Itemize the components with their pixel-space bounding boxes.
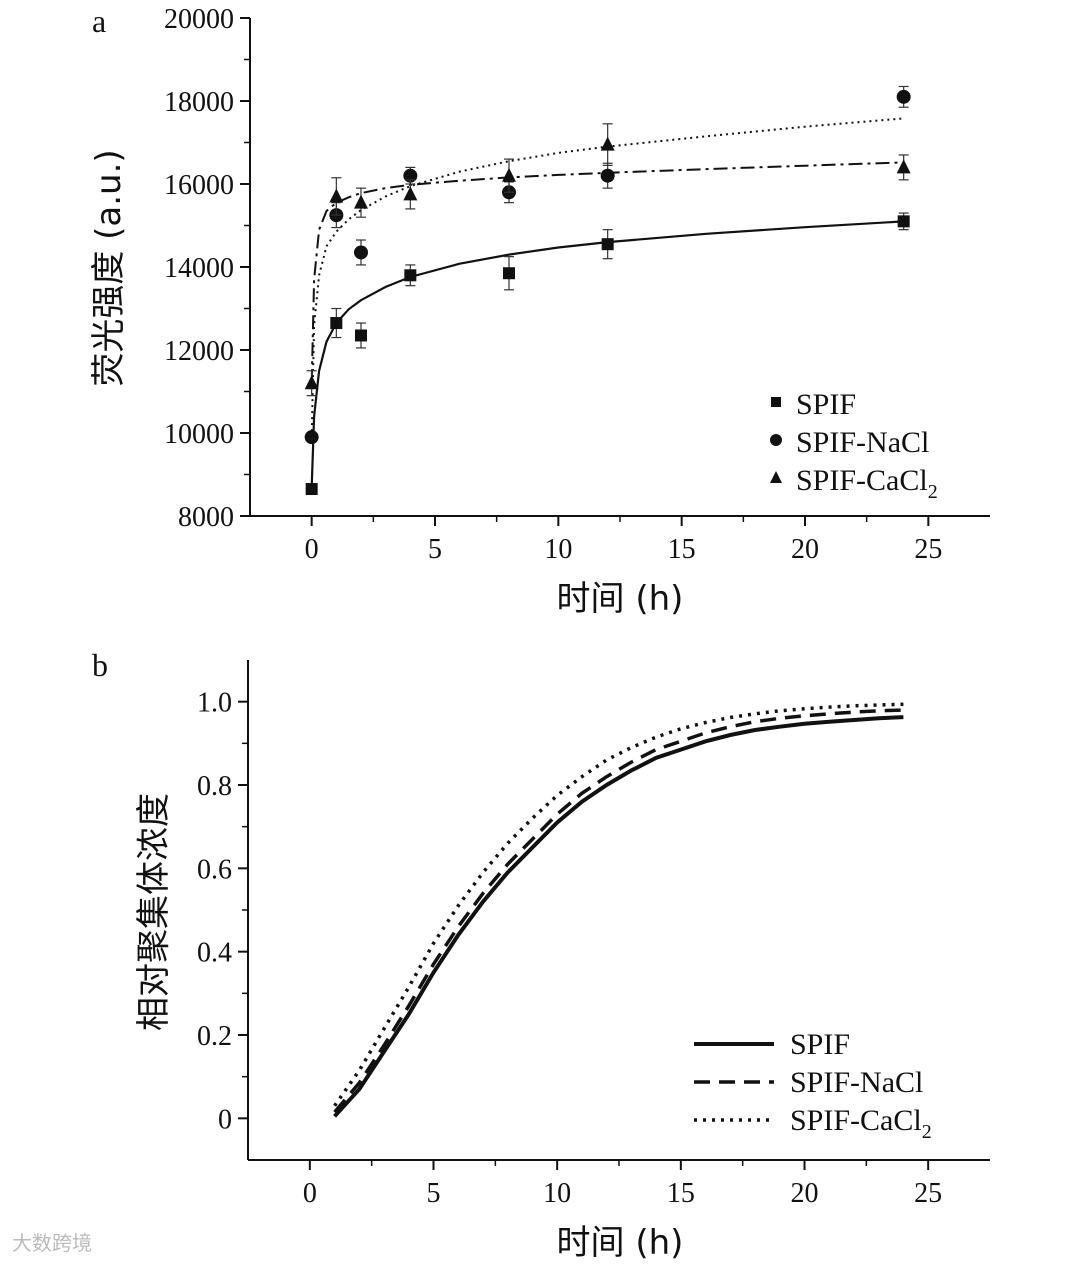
panel-b-ytick-label: 0.2 bbox=[197, 1021, 232, 1052]
data-point-3 bbox=[304, 375, 319, 390]
legend-marker-3 bbox=[770, 471, 782, 483]
panel-b-xlabel: 时间 (h) bbox=[557, 1223, 684, 1263]
panel-b-xtick-label: 0 bbox=[303, 1178, 317, 1209]
panel-a-ytick-label: 20000 bbox=[164, 4, 234, 35]
legend-label-3: SPIF-CaCl2 bbox=[790, 1104, 932, 1143]
panel-b-xtick-label: 15 bbox=[667, 1178, 695, 1209]
data-point-3 bbox=[502, 167, 516, 182]
data-point-1 bbox=[601, 238, 614, 251]
series-line-3 bbox=[333, 702, 904, 1107]
data-point-3 bbox=[354, 194, 368, 209]
legend-label-1: SPIF bbox=[790, 1028, 850, 1061]
panel-a-ytick-label: 8000 bbox=[178, 502, 234, 533]
series-line-1 bbox=[333, 715, 904, 1118]
legend-label-1: SPIF bbox=[796, 388, 856, 421]
data-point-1 bbox=[897, 215, 910, 228]
panel-a-xtick-label: 15 bbox=[668, 534, 696, 565]
panel-a-ytick-label: 10000 bbox=[164, 419, 234, 450]
data-point-2 bbox=[403, 168, 418, 183]
panel-a-xtick-label: 5 bbox=[428, 534, 442, 565]
data-point-3 bbox=[896, 159, 911, 174]
panel-a-label: a bbox=[92, 3, 106, 39]
panel-a-xtick-label: 25 bbox=[914, 534, 942, 565]
panel-a-chart: a 时间 (h) 荧光强度 (a.u.) 0 5 10 15 20 25 8000 10000… bbox=[89, 3, 990, 619]
fit-curve-1 bbox=[310, 220, 904, 487]
panel-b-xtick-label: 25 bbox=[914, 1178, 942, 1209]
watermark: 大数跨境 bbox=[12, 1231, 92, 1255]
panel-a-xlabel: 时间 (h) bbox=[557, 579, 684, 619]
legend-label-2: SPIF-NaCl bbox=[796, 426, 929, 459]
panel-a-xtick-label: 20 bbox=[791, 534, 819, 565]
panel-b-chart: b 时间 (h) 相对聚集体浓度 0 5 10 15 20 25 0 0.2 0.4 0.6 0.8… bbox=[92, 647, 990, 1263]
legend-marker-1 bbox=[771, 397, 781, 407]
data-point-2 bbox=[354, 245, 368, 260]
panel-a-ylabel: 荧光强度 (a.u.) bbox=[89, 149, 129, 386]
data-point-2 bbox=[304, 430, 319, 445]
panel-b-ylabel: 相对聚集体浓度 bbox=[134, 793, 174, 1031]
data-point-3 bbox=[329, 188, 344, 203]
panel-b-ytick-label: 0 bbox=[218, 1104, 232, 1135]
data-point-2 bbox=[600, 168, 615, 183]
panel-a-xtick-label: 0 bbox=[305, 534, 319, 565]
panel-b-label: b bbox=[92, 647, 108, 683]
panel-b-ytick-label: 0.8 bbox=[197, 771, 232, 802]
data-point-3 bbox=[403, 186, 418, 201]
data-point-1 bbox=[305, 483, 318, 496]
panel-b-xtick-label: 10 bbox=[543, 1178, 571, 1209]
data-point-1 bbox=[330, 317, 343, 330]
panel-b-ytick-label: 0.6 bbox=[197, 854, 232, 885]
panel-a-ytick-label: 16000 bbox=[164, 170, 234, 201]
panel-a-ytick-label: 12000 bbox=[164, 336, 234, 367]
legend-marker-2 bbox=[770, 434, 782, 446]
panel-a-ytick-label: 14000 bbox=[164, 253, 234, 284]
data-point-1 bbox=[503, 267, 515, 280]
fit-curve-3 bbox=[310, 161, 904, 384]
panel-b-xtick-label: 5 bbox=[427, 1178, 441, 1209]
legend-label-3: SPIF-CaCl2 bbox=[796, 464, 938, 503]
panel-a-ytick-label: 18000 bbox=[164, 87, 234, 118]
panel-a-xtick-label: 10 bbox=[544, 534, 572, 565]
panel-b-ytick-label: 1.0 bbox=[197, 688, 232, 719]
data-point-2 bbox=[896, 89, 911, 104]
panel-b-ytick-label: 0.4 bbox=[197, 938, 232, 969]
legend-label-2: SPIF-NaCl bbox=[790, 1066, 923, 1099]
data-point-1 bbox=[404, 269, 417, 282]
data-point-3 bbox=[600, 136, 615, 151]
data-point-1 bbox=[355, 329, 367, 342]
panel-b-xtick-label: 20 bbox=[791, 1178, 819, 1209]
